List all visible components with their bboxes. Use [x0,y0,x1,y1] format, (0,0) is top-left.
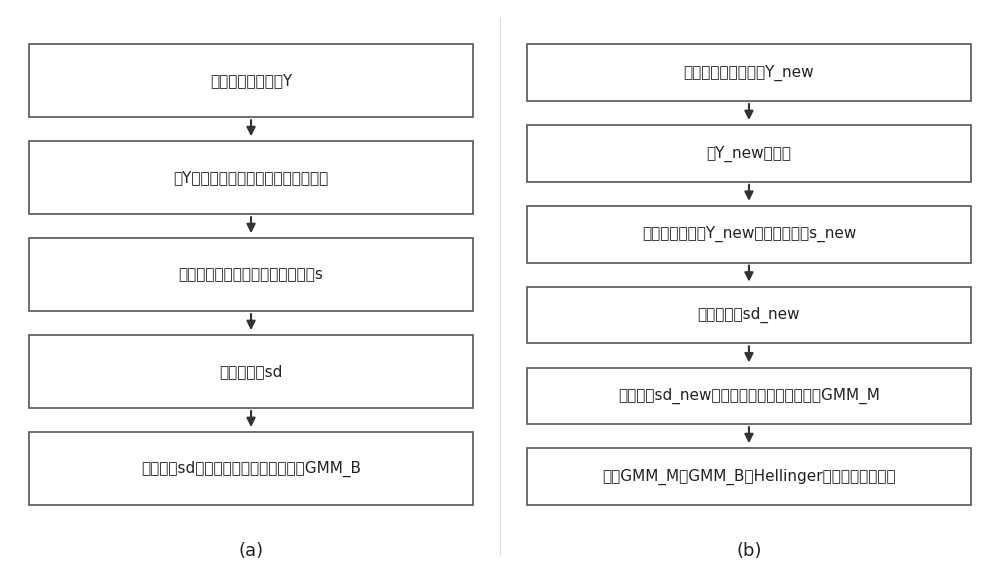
Bar [527,125,971,182]
Text: 计算GMM_M与GMM_B的Hellinger距离作为评价结果: 计算GMM_M与GMM_B的Hellinger距离作为评价结果 [602,468,896,485]
Text: 计算慢特征转换矩阵，提取慢特征s: 计算慢特征转换矩阵，提取慢特征s [179,267,323,282]
Bar [29,238,473,311]
Text: 对Y标准化，白化去除变量间的相关性: 对Y标准化，白化去除变量间的相关性 [173,171,329,185]
Text: 划分慢特征sd: 划分慢特征sd [219,364,283,379]
Text: 获取待评价过程数据Y_new: 获取待评价过程数据Y_new [684,65,814,81]
Text: 获取正常训练数据Y: 获取正常训练数据Y [210,74,292,88]
Bar [527,367,971,424]
Text: 划分慢特征sd_new: 划分慢特征sd_new [698,307,800,323]
Bar [527,44,971,101]
Bar [29,335,473,408]
Bar [527,206,971,263]
Text: 对Y_new标准化: 对Y_new标准化 [706,145,791,162]
Text: 对慢特征sd_new及其差分估计高斯混合模型GMM_M: 对慢特征sd_new及其差分估计高斯混合模型GMM_M [618,388,880,404]
Bar [527,449,971,505]
Text: 对慢特征sd及其差分估计高斯混合模型GMM_B: 对慢特征sd及其差分估计高斯混合模型GMM_B [141,461,361,477]
Text: 利用转换矩阵从Y_new中提取慢特征s_new: 利用转换矩阵从Y_new中提取慢特征s_new [642,226,856,242]
Text: (b): (b) [736,542,762,560]
Bar [29,141,473,214]
Text: (a): (a) [238,542,264,560]
Bar [29,44,473,117]
Bar [527,287,971,343]
Bar [29,432,473,505]
